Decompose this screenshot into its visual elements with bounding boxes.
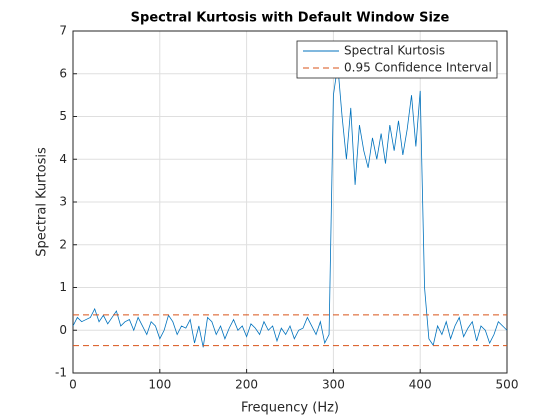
y-axis-label: Spectral Kurtosis — [35, 147, 50, 257]
y-tick-label: 0 — [59, 323, 67, 337]
y-tick-label: 7 — [59, 24, 67, 38]
x-tick-label: 200 — [235, 378, 258, 392]
legend-label: 0.95 Confidence Interval — [344, 61, 492, 75]
x-tick-label: 300 — [322, 378, 345, 392]
y-tick-label: 4 — [59, 152, 67, 166]
x-tick-label: 400 — [409, 378, 432, 392]
y-tick-label: -1 — [55, 366, 67, 380]
chart-title: Spectral Kurtosis with Default Window Si… — [131, 11, 450, 26]
legend-label: Spectral Kurtosis — [344, 44, 445, 58]
y-tick-label: 2 — [59, 237, 67, 251]
x-tick-label: 0 — [69, 378, 77, 392]
y-tick-label: 6 — [59, 66, 67, 80]
x-tick-label: 500 — [496, 378, 519, 392]
legend-box — [296, 40, 498, 79]
y-tick-label: 3 — [59, 195, 67, 209]
x-tick-label: 100 — [148, 378, 171, 392]
data-line — [73, 65, 507, 348]
y-tick-label: 1 — [59, 280, 67, 294]
axes-box — [72, 30, 508, 374]
y-tick-label: 5 — [59, 109, 67, 123]
plot-content — [73, 65, 507, 348]
x-axis-label: Frequency (Hz) — [241, 401, 339, 416]
